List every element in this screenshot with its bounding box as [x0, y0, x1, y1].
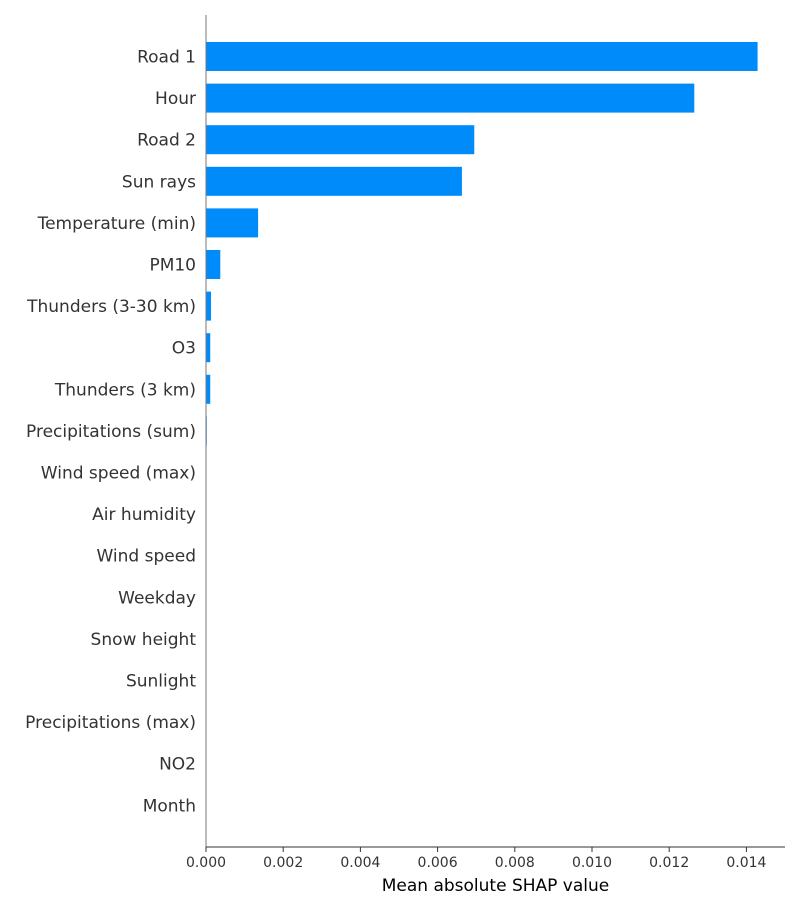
category-label-pm10: PM10 — [149, 256, 196, 276]
bar-road-1 — [206, 42, 758, 71]
category-label-o3: O3 — [172, 339, 196, 359]
category-labels: Road 1 Hour Road 2 Sun rays Temperature (min… — [25, 48, 196, 817]
category-label-thunders-3-30-km: Thunders (3-30 km) — [26, 297, 196, 317]
bar-hour — [206, 83, 695, 113]
category-label-no2: NO2 — [159, 755, 196, 775]
category-label-wind-speed: Wind speed — [97, 547, 197, 567]
x-tick-label: 0.010 — [572, 855, 612, 871]
category-label-road-2: Road 2 — [137, 131, 196, 151]
bar-temperature-min — [206, 208, 259, 238]
bars-group — [206, 42, 758, 487]
x-ticks-group: 0.000 0.002 0.004 0.006 0.008 0.010 0.012 0.014 — [186, 847, 767, 871]
bar-o3 — [206, 333, 211, 363]
category-label-thunders-3-km: Thunders (3 km) — [54, 380, 196, 400]
bar-road-2 — [206, 125, 475, 155]
category-label-sunlight: Sunlight — [126, 672, 196, 692]
x-tick-label: 0.002 — [263, 855, 303, 871]
category-label-snow-height: Snow height — [91, 630, 197, 650]
x-tick-label: 0.008 — [495, 855, 535, 871]
category-label-month: Month — [143, 796, 196, 816]
category-label-road-1: Road 1 — [137, 48, 196, 68]
category-label-weekday: Weekday — [118, 588, 196, 608]
x-tick-label: 0.000 — [186, 855, 226, 871]
category-label-air-humidity: Air humidity — [92, 505, 196, 525]
bar-thunders-3-km — [206, 374, 211, 404]
x-axis-title: Mean absolute SHAP value — [382, 876, 610, 896]
bar-pm10 — [206, 250, 221, 279]
x-tick-label: 0.006 — [418, 855, 458, 871]
category-label-sun-rays: Sun rays — [122, 172, 196, 192]
category-label-hour: Hour — [155, 89, 196, 109]
category-label-temperature-min: Temperature (min) — [37, 214, 196, 234]
category-label-precipitations-sum: Precipitations (sum) — [26, 422, 196, 442]
category-label-wind-speed-max: Wind speed (max) — [41, 464, 196, 484]
bar-sun-rays — [206, 166, 462, 196]
bar-thunders-3-30-km — [206, 291, 212, 321]
x-tick-label: 0.014 — [726, 855, 766, 871]
category-label-precipitations-max: Precipitations (max) — [25, 713, 196, 733]
x-tick-label: 0.012 — [649, 855, 689, 871]
x-tick-label: 0.004 — [340, 855, 380, 871]
